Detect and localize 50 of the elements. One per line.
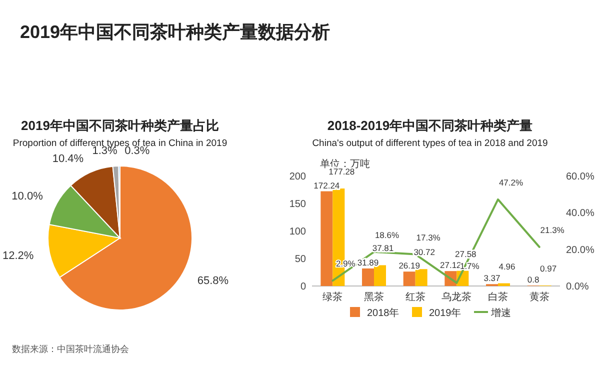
data-label: 10.0% — [12, 190, 44, 203]
data-label: 10.4% — [52, 152, 84, 165]
y-tick-label: 150 — [289, 199, 306, 210]
data-label: 37.81 — [372, 243, 394, 254]
legend-label: 2018年 — [367, 307, 400, 319]
y2-tick-label: 60.0% — [566, 172, 594, 182]
chart-title: 2018-2019年中国不同茶叶种类产量 — [327, 118, 533, 133]
data-label: 18.6% — [374, 230, 400, 240]
bar — [415, 269, 428, 286]
data-label: 0.8 — [527, 274, 540, 285]
data-label: 30.72 — [414, 247, 436, 258]
bar — [374, 265, 386, 286]
x-tick-label: 黑茶 — [364, 291, 384, 303]
x-tick-label: 乌龙茶 — [442, 291, 472, 303]
data-label: 65.8% — [197, 274, 229, 287]
data-label: 27.12 — [440, 260, 462, 270]
data-label: 0.3% — [124, 145, 150, 158]
line-series — [332, 198, 540, 284]
x-tick-label: 绿茶 — [322, 291, 343, 303]
y-tick-label: 200 — [289, 172, 306, 182]
data-label: 4.96 — [498, 261, 516, 272]
y-tick-label: 0 — [300, 282, 306, 292]
y2-tick-label: 0.0% — [566, 282, 589, 292]
x-tick-label: 红茶 — [405, 291, 426, 303]
legend-label: 2019年 — [429, 307, 462, 319]
bar — [403, 272, 416, 286]
y-tick-label: 100 — [289, 226, 306, 238]
chart-title: 2019年中国不同茶叶种类产量占比 — [21, 118, 219, 133]
legend-label: 增速 — [490, 307, 511, 319]
data-label: 47.2% — [498, 177, 524, 188]
data-label: 1.3% — [92, 145, 118, 158]
data-label: 3.37 — [484, 273, 501, 284]
data-label: 26.19 — [398, 260, 420, 271]
text: 2019年中国不同茶叶种类产量数据分析 — [20, 22, 330, 42]
data-label: 17.3% — [416, 232, 441, 242]
y2-tick-label: 40.0% — [566, 208, 594, 220]
y2-tick-label: 20.0% — [566, 244, 594, 256]
source-note: 数据来源：中国茶叶流通协会 — [12, 344, 129, 354]
data-label: 31.89 — [357, 257, 379, 268]
x-tick-label: 黄茶 — [529, 291, 550, 303]
bar — [362, 268, 374, 286]
data-label: 21.3% — [540, 224, 565, 235]
chart-subtitle: China's output of different types of tea in 2018 and 2019 — [312, 138, 548, 149]
data-label: 172.24 — [314, 180, 340, 190]
bar — [498, 283, 510, 286]
y-tick-label: 50 — [294, 254, 306, 265]
bar — [320, 191, 333, 286]
data-label: 12.2% — [2, 250, 34, 262]
x-tick-label: 白茶 — [488, 291, 508, 303]
data-label: 0.97 — [540, 263, 557, 274]
